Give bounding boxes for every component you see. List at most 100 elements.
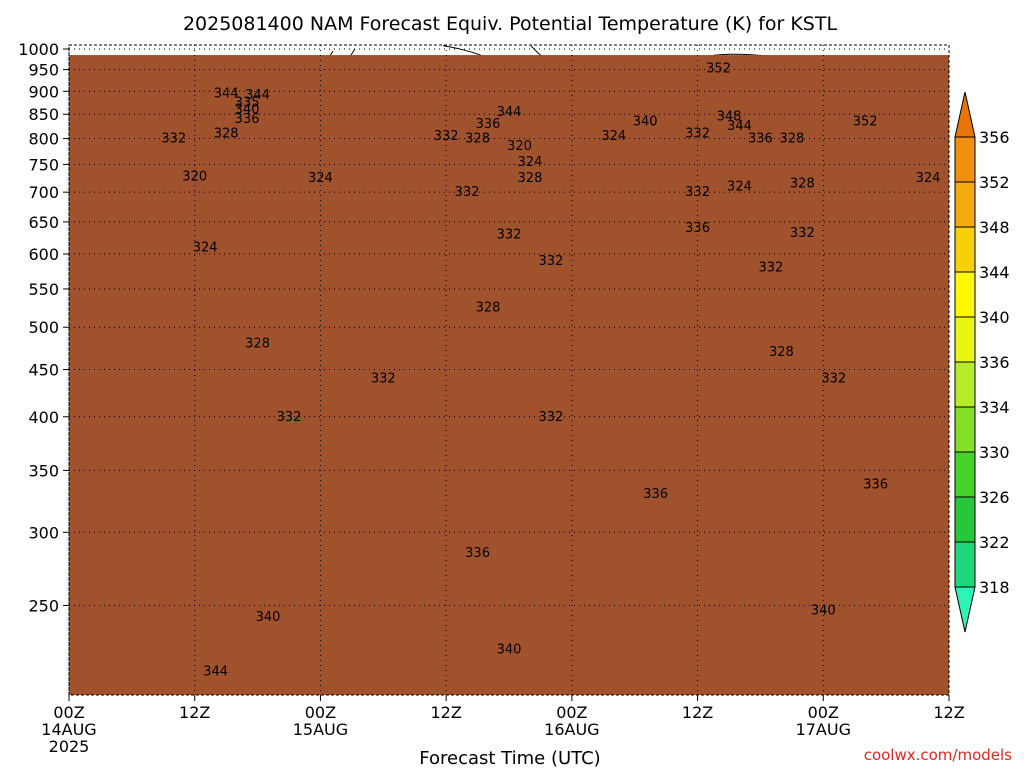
x-tick-date: 17AUG [796,720,851,739]
contour-label: 328 [769,345,794,360]
y-tick-label: 850 [28,105,59,124]
colorbar-segment [954,226,976,273]
contour-label: 344 [203,665,228,680]
y-tick-label: 500 [28,318,59,337]
y-tick-label: 750 [28,155,59,174]
contour-label: 344 [727,119,752,134]
contour-label: 335 [235,96,260,111]
contour-label: 332 [277,410,302,425]
colorbar-label: 318 [979,578,1010,597]
contour-label: 332 [434,129,459,144]
contour-label: 328 [245,337,270,352]
colorbar-segment [954,136,976,183]
y-tick-label: 700 [28,183,59,202]
contour-label: 344 [214,87,239,102]
contour-label: 332 [538,254,563,269]
x-axis-label: Forecast Time (UTC) [419,748,600,768]
y-tick-label: 450 [28,361,59,380]
y-tick-label: 600 [28,245,59,264]
x-tick-date: 16AUG [544,720,599,739]
colorbar-label: 340 [979,308,1010,327]
colorbar-segment [954,586,976,633]
y-tick-label: 300 [28,523,59,542]
contour-label: 344 [497,105,522,120]
contour-label: 336 [476,117,501,132]
colorbar-label: 344 [979,263,1010,282]
y-tick-label: 400 [28,408,59,427]
credit-text: coolwx.com/models [864,746,1012,764]
y-tick-label: 350 [28,461,59,480]
contour-label: 332 [685,185,710,200]
y-tick-label: 550 [28,280,59,299]
contour-label: 340 [633,114,658,129]
contour-label: 328 [518,171,543,186]
colorbar-label: 326 [979,488,1010,507]
x-tick-year: 2025 [49,737,90,756]
colorbar-label: 322 [979,533,1010,552]
colorbar-segment [954,181,976,228]
contour-label: 328 [779,132,804,147]
x-tick-date: 14AUG [41,720,96,739]
colorbar-label: 356 [979,128,1010,147]
y-axis: 1000 950 900 850 800 750 700 650 600 550 500 450 400… [18,40,69,615]
colorbar-segment [954,271,976,318]
contour-label: 336 [643,487,668,502]
contour-label: 324 [518,155,543,170]
y-tick-label: 800 [28,130,59,149]
contour-label: 324 [916,171,941,186]
contour-label: 324 [308,171,333,186]
contour-label: 336 [685,221,710,236]
colorbar-segment [954,91,976,138]
colorbar-segment [954,451,976,498]
contour-label: 336 [863,477,888,492]
contour-label: 328 [465,132,490,147]
contour-label: 324 [601,129,626,144]
colorbar-segment [954,406,976,453]
contour-label: 320 [182,169,207,184]
contour-label: 352 [853,114,878,129]
x-tick-label: 00Z [53,703,84,722]
contour-label: 336 [235,112,260,127]
contour-label: 340 [497,643,522,658]
colorbar-segment [954,361,976,408]
contour-label: 324 [193,240,218,255]
contour-label: 328 [476,301,501,316]
y-tick-label: 900 [28,82,59,101]
x-tick-label: 12Z [430,703,461,722]
contour-label: 328 [790,177,815,192]
y-tick-label: 250 [28,596,59,615]
grid-lines [68,45,950,695]
x-tick-date: 15AUG [293,720,348,739]
contour-label: 352 [706,61,731,76]
ground-band [69,55,949,696]
x-tick-label: 00Z [808,703,839,722]
contour-label: 332 [821,372,846,387]
contour-label: 340 [256,610,281,625]
colorbar-label: 336 [979,353,1010,372]
contour-label: 332 [538,410,563,425]
contour-label: 348 [717,110,742,125]
x-tick-label: 12Z [682,703,713,722]
y-tick-label: 1000 [18,40,59,59]
colorbar-segment [954,316,976,363]
contour-label: 332 [161,132,186,147]
contour-label: 332 [497,227,522,242]
colorbar: 318 322 326 330 334 336 340 344 348 352 356 [954,91,1010,633]
x-tick-label: 00Z [305,703,336,722]
colorbar-label: 330 [979,443,1010,462]
colorbar-label: 352 [979,173,1010,192]
contour-label: 340 [235,103,260,118]
contour-label: 332 [371,372,396,387]
x-tick-label: 12Z [933,703,964,722]
x-tick-label: 12Z [179,703,210,722]
contour-label: 336 [748,132,773,147]
colorbar-label: 334 [979,398,1010,417]
x-tick-label: 00Z [556,703,587,722]
y-tick-label: 950 [28,61,59,80]
colorbar-label: 348 [979,218,1010,237]
contour-label: 332 [455,185,480,200]
